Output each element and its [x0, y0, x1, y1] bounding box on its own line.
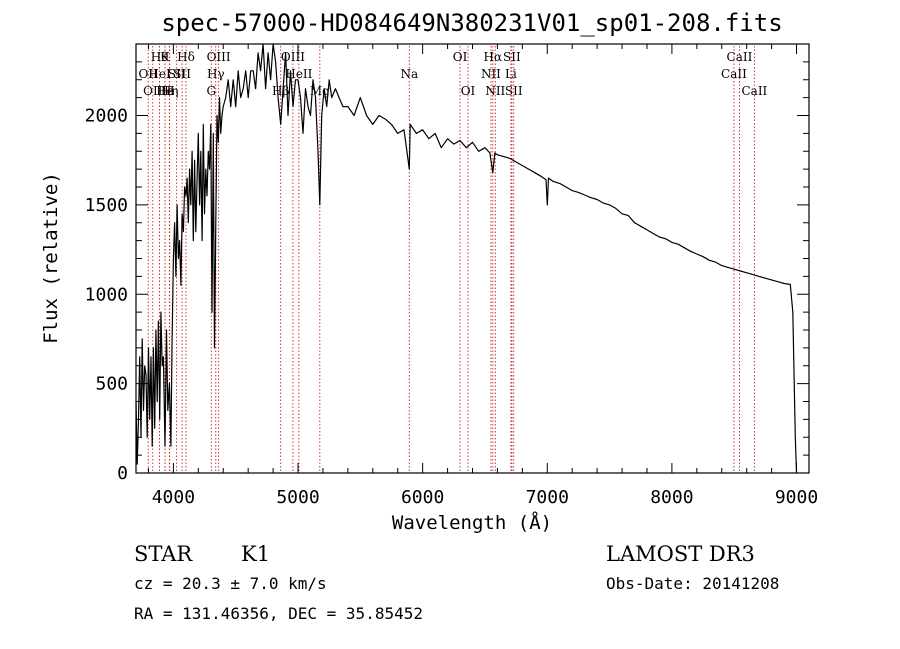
redshift-value: cz = 20.3 ± 7.0 km/s	[134, 574, 327, 593]
plot-frame	[135, 43, 810, 474]
x-tick-label: 6000	[401, 487, 444, 508]
line-label-caii: CaII	[727, 50, 753, 64]
y-tick-label: 500	[95, 374, 128, 395]
x-tick-label: 8000	[650, 487, 693, 508]
survey-name: LAMOST DR3	[606, 542, 755, 566]
line-label-hθ: Hθ	[151, 50, 169, 64]
line-label-nii: NII	[481, 67, 501, 81]
line-label-hδ: Hδ	[177, 50, 195, 64]
line-label-heii: HeII	[285, 67, 312, 81]
line-label-oii: OII	[139, 67, 159, 81]
line-label-hei: HeI	[148, 67, 171, 81]
line-label-oiii: OIII	[281, 50, 305, 64]
line-label-sii: SII	[505, 84, 523, 98]
line-label-oi: OI	[461, 84, 476, 98]
y-tick-label: 1000	[85, 284, 128, 305]
line-label-oii: OII	[143, 84, 163, 98]
line-label-nii: NII	[485, 84, 505, 98]
line-label-sii: SII	[168, 67, 186, 81]
line-label-hγ: Hγ	[207, 67, 225, 81]
x-axis-label: Wavelength (Å)	[392, 511, 552, 534]
line-label-oi: OI	[453, 50, 468, 64]
line-label-sii: SII	[503, 50, 521, 64]
line-label-hη: Hη	[161, 84, 179, 98]
y-tick-label: 0	[117, 463, 128, 484]
line-label-g: G	[206, 84, 216, 98]
line-label-li: Li	[505, 67, 517, 81]
line-marker-layer	[147, 46, 755, 473]
line-label-caii: CaII	[721, 67, 747, 81]
line-label-caii: CaII	[741, 84, 767, 98]
line-label-hα: Hα	[484, 50, 503, 64]
object-subclass: K1	[241, 542, 270, 566]
obs-date: Obs-Date: 20141208	[606, 574, 779, 593]
x-tick-label: 4000	[152, 487, 195, 508]
line-label-he: He	[156, 84, 174, 98]
x-tick-label: 9000	[775, 487, 818, 508]
y-tick-label: 1500	[85, 195, 128, 216]
chart-title: spec-57000-HD084649N380231V01_sp01-208.f…	[161, 9, 782, 37]
axis-ticks: 4000 5000 6000 7000 8000 9000 0 500 1000 1500 2000	[85, 44, 818, 508]
line-label-h: H	[164, 84, 174, 98]
line-label-sii: SII	[173, 67, 191, 81]
y-tick-label: 2000	[85, 106, 128, 127]
line-label-hβ: Hβ	[272, 84, 289, 98]
line-label-oiii: OIII	[207, 50, 231, 64]
coordinates: RA = 131.46356, DEC = 35.85452	[134, 604, 423, 623]
spectrum-line	[135, 43, 798, 474]
line-label-na: Na	[400, 67, 418, 81]
y-axis-label: Flux (relative)	[40, 172, 62, 344]
line-label-k: K	[161, 50, 171, 64]
x-tick-label: 5000	[276, 487, 319, 508]
object-class: STAR	[134, 542, 193, 566]
x-tick-label: 7000	[526, 487, 569, 508]
